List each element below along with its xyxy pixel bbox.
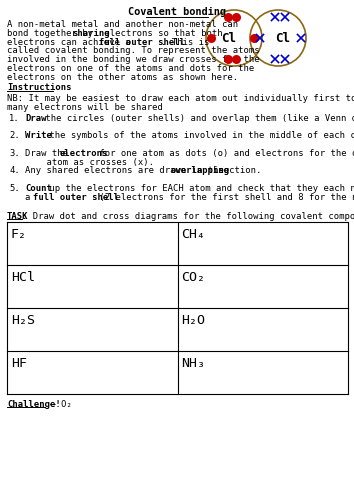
- Text: electrons: electrons: [59, 149, 108, 158]
- Text: CO₂: CO₂: [182, 270, 206, 283]
- Text: – O₂: – O₂: [45, 400, 72, 408]
- Point: [225, 13, 231, 21]
- Text: : Draw dot and cross diagrams for the following covalent compounds.: : Draw dot and cross diagrams for the fo…: [22, 212, 354, 220]
- Text: electrons so that both: electrons so that both: [99, 29, 223, 38]
- Text: F₂: F₂: [11, 228, 27, 240]
- Text: section.: section.: [213, 166, 262, 175]
- Text: 3.: 3.: [9, 149, 20, 158]
- Text: Cl: Cl: [275, 32, 291, 44]
- Text: for one atom as dots (o) and electrons for the other: for one atom as dots (o) and electrons f…: [94, 149, 354, 158]
- Text: Instructions: Instructions: [7, 83, 72, 92]
- Text: 4.: 4.: [9, 166, 20, 175]
- Text: H₂S: H₂S: [11, 314, 35, 326]
- Point: [225, 55, 231, 63]
- Point: [233, 13, 239, 21]
- Text: 5.: 5.: [9, 184, 20, 193]
- Text: Any shared electrons are drawn in the: Any shared electrons are drawn in the: [25, 166, 229, 175]
- Text: 1.: 1.: [9, 114, 20, 122]
- Text: 2.: 2.: [9, 131, 20, 140]
- Text: Draw: Draw: [25, 114, 46, 122]
- Text: sharing: sharing: [72, 29, 110, 38]
- Text: HCl: HCl: [11, 270, 35, 283]
- Text: (2 electrons for the first shell and 8 for the next 2 shells): (2 electrons for the first shell and 8 f…: [94, 193, 354, 202]
- Text: H₂O: H₂O: [182, 314, 206, 326]
- Text: Count: Count: [25, 184, 52, 193]
- Text: overlapping: overlapping: [171, 166, 230, 175]
- Text: involved in the bonding we draw crosses for the: involved in the bonding we draw crosses …: [7, 55, 259, 64]
- Point: [251, 34, 257, 42]
- Text: many electrons will be shared: many electrons will be shared: [7, 103, 163, 112]
- Point: [233, 55, 239, 63]
- Text: TASK: TASK: [7, 212, 29, 220]
- Text: . This is: . This is: [161, 38, 209, 46]
- Text: the circles (outer shells) and overlap them (like a Venn diagram): the circles (outer shells) and overlap t…: [40, 114, 354, 122]
- Text: NB: It may be easiest to draw each atom out individually first to work out how: NB: It may be easiest to draw each atom …: [7, 94, 354, 103]
- Text: bond together by: bond together by: [7, 29, 98, 38]
- Text: Challenge!: Challenge!: [7, 400, 61, 408]
- Point: [208, 34, 214, 42]
- Text: up the electrons for EACH atom and check that they each now have: up the electrons for EACH atom and check…: [44, 184, 354, 193]
- Text: A non-metal metal and another non-metal can: A non-metal metal and another non-metal …: [7, 20, 238, 29]
- Text: Covalent bonding: Covalent bonding: [128, 7, 226, 17]
- Text: CH₄: CH₄: [182, 228, 206, 240]
- Text: electrons can achieve a: electrons can achieve a: [7, 38, 136, 46]
- Text: Draw the: Draw the: [25, 149, 73, 158]
- Text: atom as crosses (x).: atom as crosses (x).: [25, 158, 154, 166]
- Text: called covalent bonding. To represent the atoms: called covalent bonding. To represent th…: [7, 46, 259, 56]
- Text: Write: Write: [25, 131, 52, 140]
- Text: full outer shell: full outer shell: [99, 38, 185, 46]
- Text: full outer shell: full outer shell: [33, 193, 119, 202]
- Text: NH₃: NH₃: [182, 356, 206, 370]
- Text: the symbols of the atoms involved in the middle of each circle: the symbols of the atoms involved in the…: [44, 131, 354, 140]
- Text: electrons on one of the atoms and dots for the: electrons on one of the atoms and dots f…: [7, 64, 254, 73]
- Text: electrons on the other atoms as shown here.: electrons on the other atoms as shown he…: [7, 73, 238, 82]
- Text: a: a: [25, 193, 36, 202]
- Text: Cl: Cl: [222, 32, 236, 44]
- Text: HF: HF: [11, 356, 27, 370]
